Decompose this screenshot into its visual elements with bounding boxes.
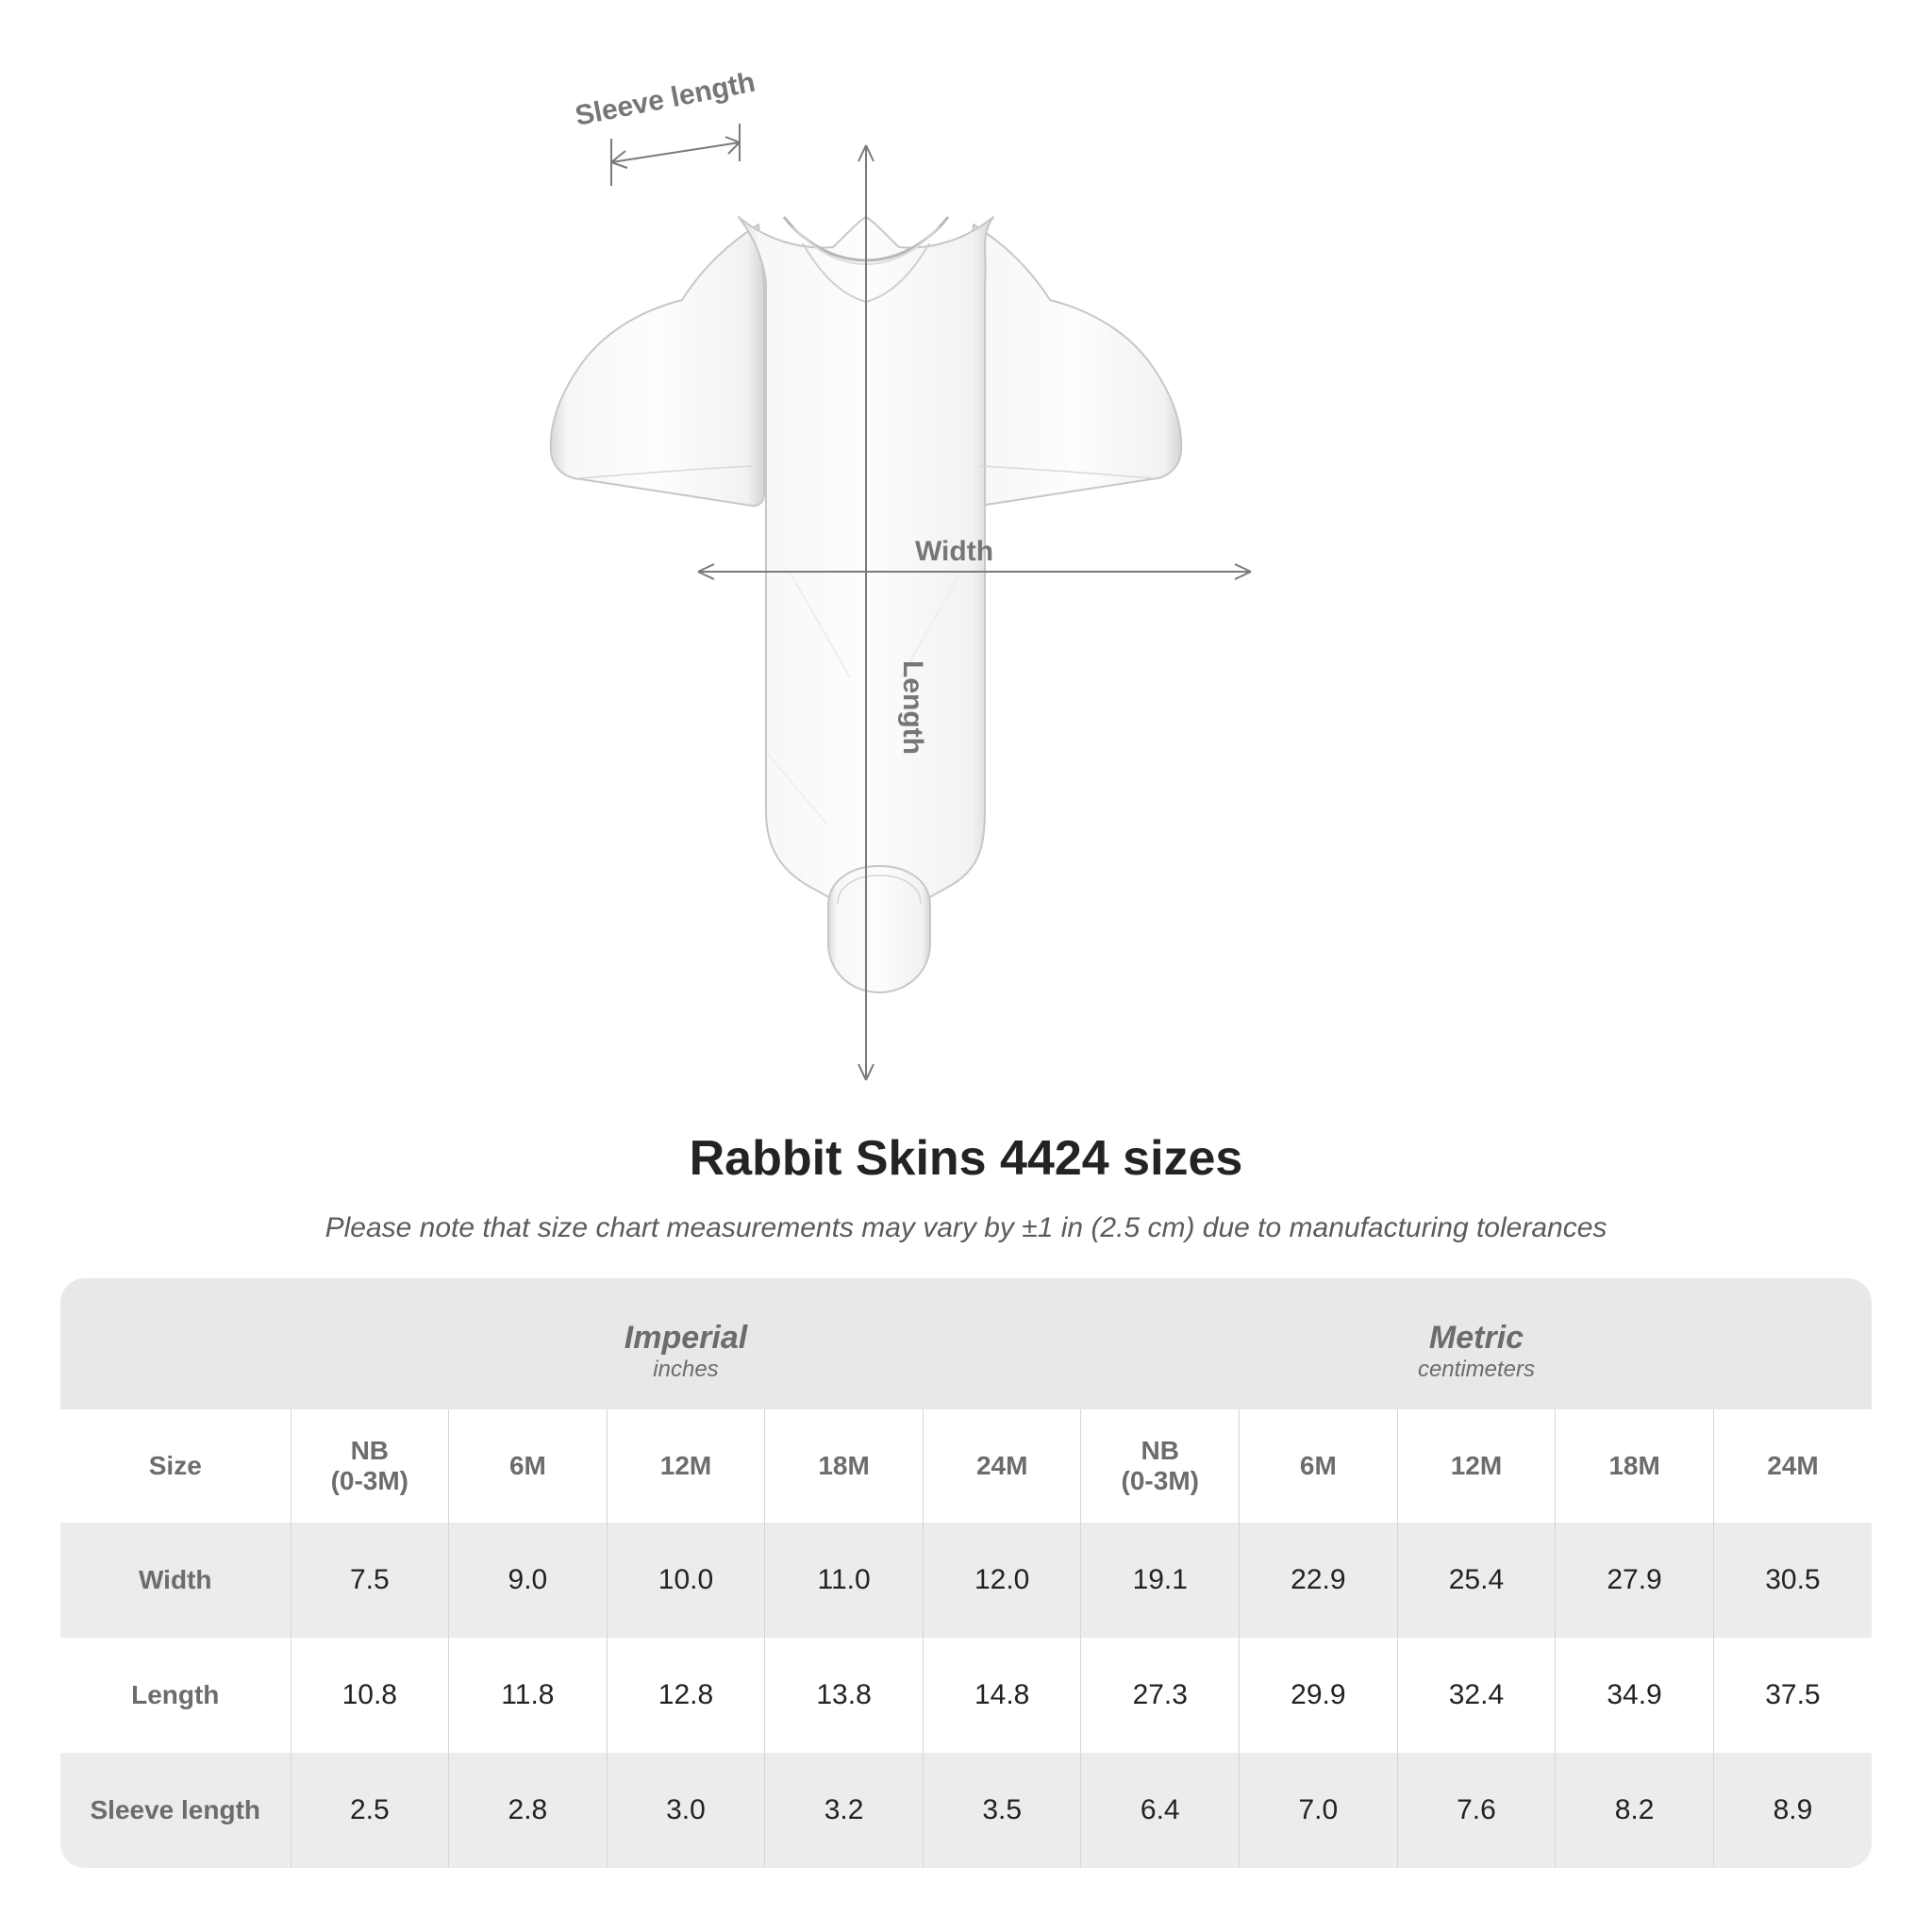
svg-text:Length: Length: [897, 660, 928, 755]
svg-text:Width: Width: [915, 536, 993, 567]
svg-text:Sleeve length: Sleeve length: [573, 67, 758, 132]
